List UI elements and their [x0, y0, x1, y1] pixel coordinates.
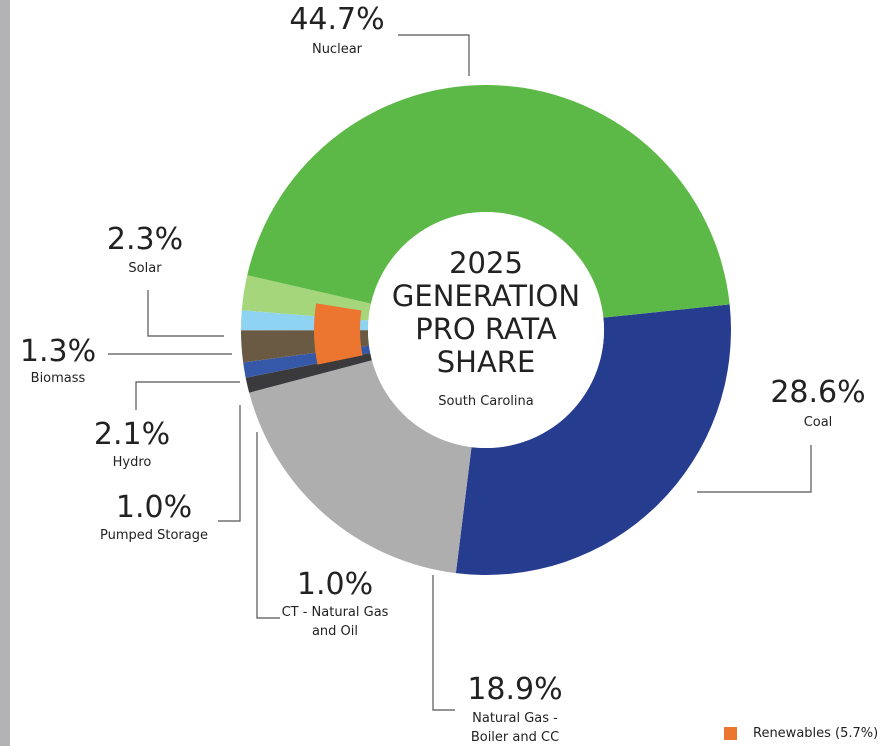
value-label: 28.6% — [770, 375, 866, 410]
side-bar — [0, 0, 10, 746]
value-label: 44.7% — [289, 2, 385, 37]
category-label: Pumped Storage — [99, 528, 208, 543]
category-label: Solar — [128, 261, 162, 276]
category-label: Natural Gas - Boiler and CC — [470, 711, 560, 745]
value-label: 1.0% — [115, 490, 193, 525]
value-label: 1.3% — [19, 334, 97, 369]
center-subtitle: South Carolina — [438, 394, 534, 409]
donut-slice — [455, 304, 731, 575]
renewables-band — [314, 303, 363, 365]
center-title: 2025 — [449, 246, 523, 280]
category-label: Coal — [803, 415, 833, 430]
center-title: SHARE — [436, 345, 536, 379]
donut-slice — [249, 360, 472, 574]
legend-swatch — [724, 727, 737, 740]
category-label: Biomass — [30, 371, 86, 386]
category-label: Hydro — [112, 455, 152, 470]
leader-line — [697, 445, 812, 493]
legend-label: Renewables (5.7%) — [753, 726, 879, 741]
donut-slice — [245, 352, 372, 393]
center-title: GENERATION — [391, 279, 581, 313]
category-label: CT - Natural Gas and Oil — [281, 605, 389, 639]
leader-line — [147, 290, 224, 337]
leader-line — [398, 34, 470, 76]
leader-line — [256, 432, 280, 619]
value-label: 1.0% — [296, 567, 374, 602]
value-label: 2.3% — [106, 222, 184, 257]
value-label: 18.9% — [467, 672, 563, 707]
donut-hole — [368, 212, 604, 448]
category-label: Nuclear — [311, 42, 363, 57]
leader-line — [218, 405, 241, 522]
value-label: 2.1% — [93, 417, 171, 452]
center-title: PRO RATA — [415, 312, 557, 346]
leader-line — [135, 381, 240, 410]
leader-line — [432, 575, 455, 711]
donut-slice — [247, 85, 730, 318]
